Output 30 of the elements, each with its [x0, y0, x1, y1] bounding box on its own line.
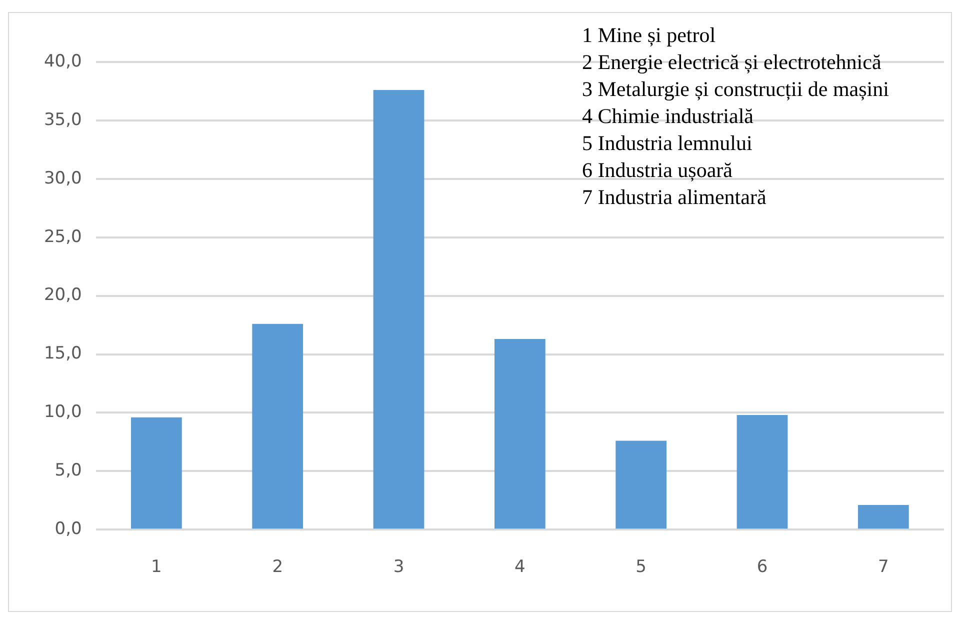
bar: [858, 505, 909, 529]
y-tick-label: 5,0: [54, 460, 82, 481]
annotation: 5 Industria lemnului: [582, 130, 754, 157]
x-tick-label: 5: [636, 557, 647, 578]
bar: [373, 90, 424, 529]
x-tick-label: 7: [878, 557, 889, 578]
annotation: 7 Industria alimentară: [582, 184, 768, 211]
y-tick-label: 30,0: [44, 168, 82, 188]
x-tick-label: 1: [151, 557, 162, 578]
y-tick-label: 35,0: [44, 110, 82, 130]
annotation: 2 Energie electrică și electrotehnică: [582, 49, 882, 76]
x-tick-label: 2: [272, 557, 284, 578]
x-tick-label: 6: [756, 557, 768, 578]
bar: [252, 324, 304, 529]
annotation: 4 Chimie industrială: [582, 103, 754, 130]
y-tick-label: 10,0: [44, 402, 82, 422]
y-tick-label: 15,0: [44, 344, 82, 364]
text: 1 Mine și petrol: [582, 22, 717, 49]
x-tick-label: 3: [393, 557, 404, 578]
bar: [736, 415, 788, 529]
y-tick-label: 25,0: [44, 226, 82, 247]
bar: [616, 440, 667, 529]
annotation: 6 Industria ușoară: [582, 157, 734, 184]
y-tick-label: 40,0: [44, 51, 82, 72]
bar: [494, 339, 546, 529]
annotation: 3 Metalurgie și construcții de mașini: [582, 76, 890, 103]
x-tick-label: 4: [514, 557, 526, 578]
y-tick-label: 0,0: [54, 519, 82, 540]
y-tick-label: 20,0: [44, 285, 82, 306]
bar: [130, 417, 182, 529]
